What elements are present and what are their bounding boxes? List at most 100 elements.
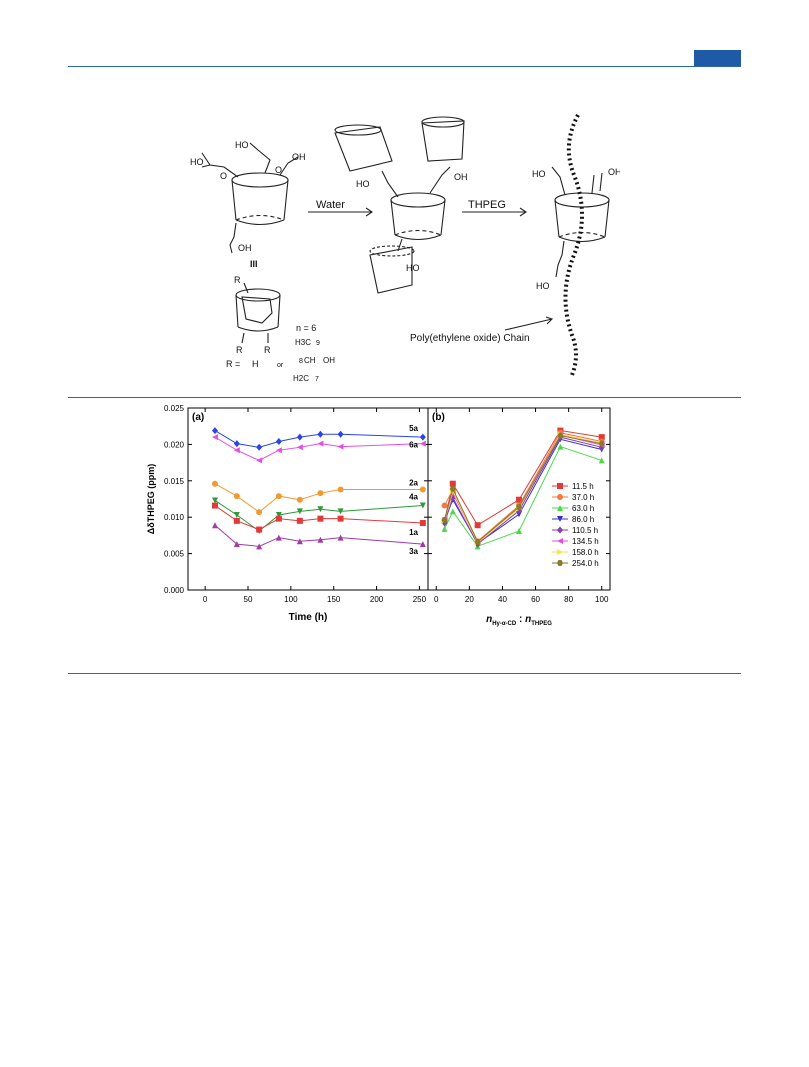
data-point: [337, 443, 344, 450]
data-point: [296, 444, 303, 451]
data-point: [233, 541, 240, 548]
x-axis-label-part: n: [486, 614, 492, 625]
data-point: [419, 440, 426, 447]
legend-marker: [557, 483, 563, 489]
x-axis-label-b: nHy-α-CD : nTHPEG: [486, 614, 552, 627]
data-point: [449, 480, 456, 487]
data-point: [275, 447, 282, 454]
y-tick-label: 0.010: [164, 513, 185, 522]
o-label-2: O: [275, 165, 282, 175]
r-label-top: R: [234, 275, 241, 285]
data-point: [256, 457, 263, 464]
legend-marker: [557, 549, 563, 555]
data-point: [557, 432, 564, 439]
legend-marker: [557, 494, 563, 500]
section-rule-1: [68, 397, 741, 398]
series-line-1105h: [444, 436, 602, 545]
series-line-1a: [214, 505, 423, 531]
legend-marker: [557, 516, 563, 522]
x-tick-label: 100: [595, 595, 609, 604]
data-point: [516, 496, 522, 503]
data-point: [212, 522, 218, 529]
oh-label-1: OH: [292, 152, 306, 162]
legend-label: 110.5 h: [572, 526, 598, 535]
data-point: [449, 508, 456, 515]
data-point: [516, 528, 522, 535]
series-label: 2a: [409, 479, 418, 488]
r-h-label: H: [252, 359, 259, 369]
x-tick-label: 0: [203, 595, 208, 604]
water-arrow: [308, 207, 373, 217]
series-label: 1a: [409, 528, 418, 537]
series-line-3a: [214, 524, 423, 547]
y-tick-label: 0.015: [164, 477, 185, 486]
series-line-5a: [214, 430, 423, 448]
data-point: [212, 480, 218, 487]
o-label-1: O: [220, 171, 227, 181]
data-point: [337, 508, 344, 515]
chain-pointer-arrow: [504, 316, 554, 331]
legend-label: 86.0 h: [572, 515, 594, 524]
data-point: [296, 496, 303, 503]
data-point: [474, 522, 481, 529]
ho-label-1: HO: [190, 157, 204, 167]
legend-label: 37.0 h: [572, 493, 594, 502]
data-point: [296, 538, 303, 545]
data-point: [212, 502, 218, 509]
oh-right-1: OH: [608, 167, 620, 177]
ch-label: CH: [304, 356, 316, 365]
data-point: [296, 517, 303, 524]
data-point: [212, 497, 218, 504]
plot-frame-2: [427, 407, 611, 591]
y-tick-label: 0.005: [164, 550, 185, 559]
data-point: [275, 437, 282, 445]
data-point: [317, 440, 324, 447]
data-point: [275, 534, 282, 541]
series-line-2a: [214, 483, 423, 513]
peo-chain: [563, 114, 584, 376]
data-point: [212, 434, 218, 441]
data-point: [317, 515, 324, 522]
compound-label: III: [250, 259, 258, 269]
data-point: [441, 502, 448, 509]
data-point: [598, 457, 605, 464]
x-tick-label: 40: [498, 595, 507, 604]
series-label: 5a: [409, 424, 418, 433]
x-tick-label: 50: [244, 595, 253, 604]
header-rule: [68, 66, 741, 67]
y-tick-label: 0.025: [164, 404, 185, 413]
data-point: [337, 430, 344, 438]
x-axis-label-part: THPEG: [531, 621, 552, 627]
hy-alpha-cd-molecule: [201, 142, 299, 254]
x-axis-label-part: n: [525, 614, 531, 625]
data-point: [598, 434, 605, 441]
x-axis-label-a: Time (h): [289, 612, 328, 623]
y-axis-label: ΔδTHPEG (ppm): [146, 464, 156, 534]
data-point: [256, 526, 263, 533]
data-point: [337, 534, 344, 541]
data-point: [516, 504, 522, 511]
data-point: [233, 517, 240, 524]
oh-label-2: OH: [238, 243, 252, 253]
r-label-bl: R: [236, 345, 243, 355]
legend-label: 63.0 h: [572, 504, 594, 513]
num7-label: 7: [315, 376, 319, 383]
legend-label: 11.5 h: [572, 482, 594, 491]
glucose-ring-structure: [235, 282, 281, 344]
reaction-scheme: HO HO OH O O OH III R R R n = 6 R = H or…: [190, 114, 620, 383]
series-label: 6a: [409, 441, 418, 450]
data-point: [256, 509, 263, 516]
x-axis-label-part: Hy-α-CD: [492, 621, 517, 627]
data-point: [419, 520, 426, 527]
panel-label-2: (b): [432, 412, 445, 423]
series-line-4a: [214, 500, 423, 532]
data-point: [449, 485, 456, 492]
r-label-br: R: [264, 345, 271, 355]
water-label: Water: [316, 199, 345, 211]
data-point: [419, 541, 426, 548]
n-label: n = 6: [296, 323, 316, 333]
legend-label: 158.0 h: [572, 548, 599, 557]
data-point: [317, 490, 324, 497]
x-tick-label: 80: [564, 595, 573, 604]
data-point: [337, 486, 344, 493]
